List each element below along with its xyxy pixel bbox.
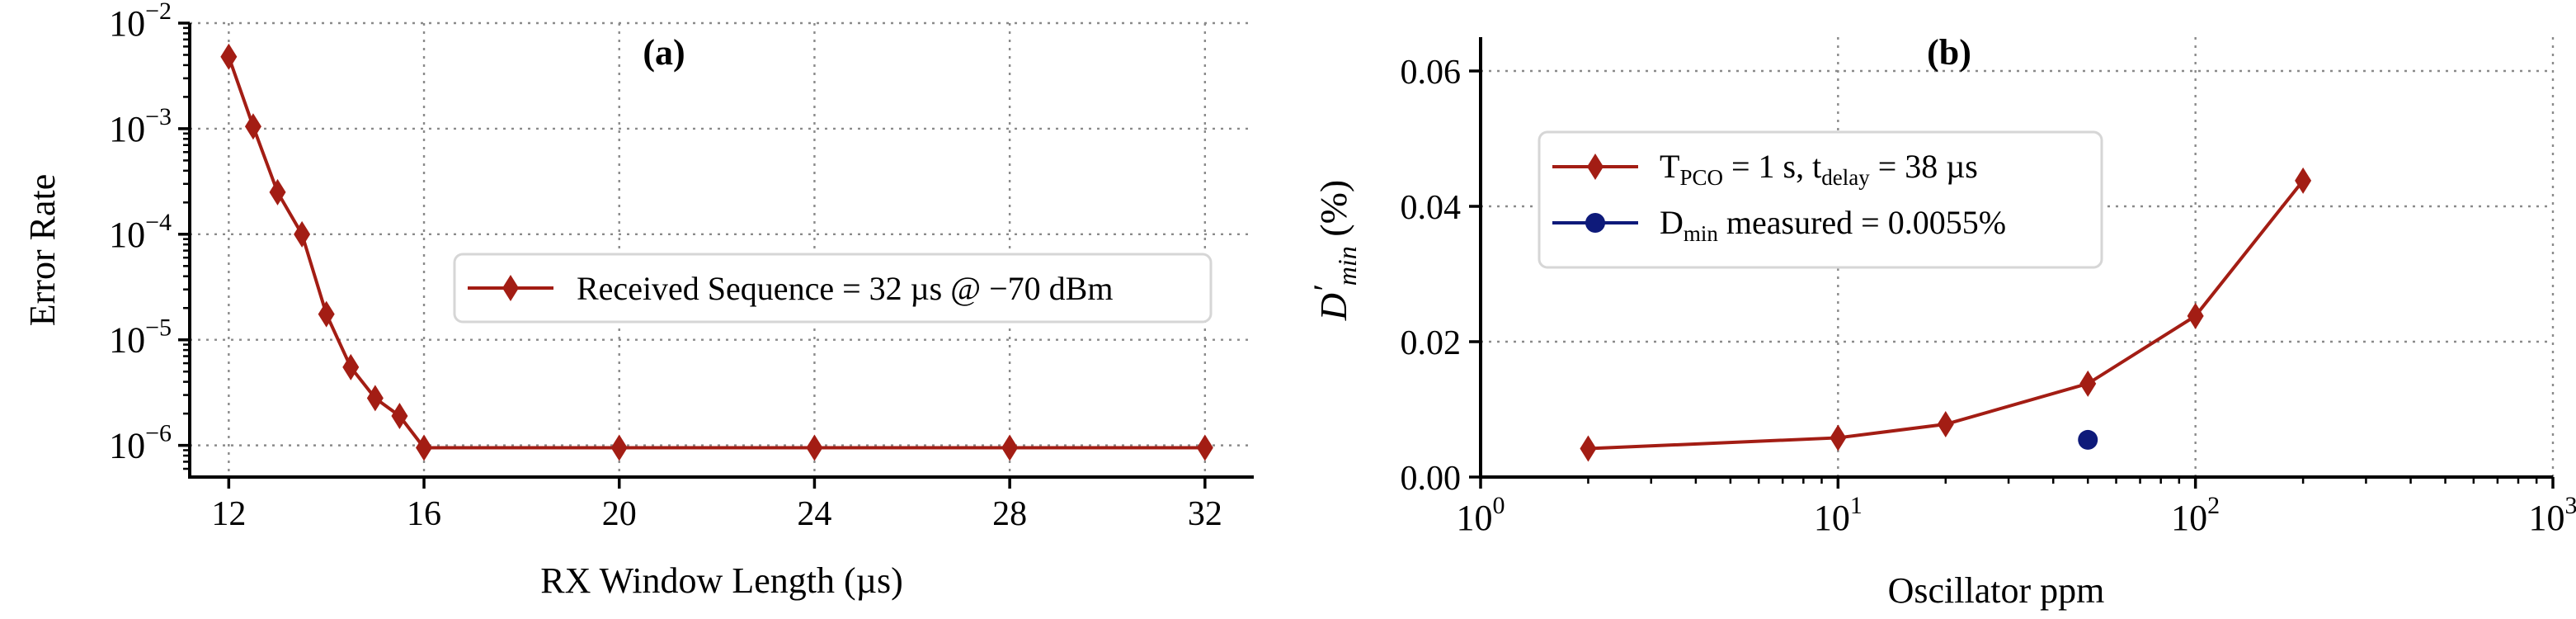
legend-1-part-3: = 38 µs [1870, 148, 1978, 185]
panel-b-measured-point [2078, 429, 2098, 450]
panel-b-y-axis-label: D′min (%) [1307, 180, 1362, 321]
panel-b-legend: TPCO = 1 s, tdelay = 38 µs Dmin measured… [1538, 130, 2103, 269]
panel-b-series-line [1588, 179, 2305, 451]
panel-a-x-tick-label: 20 [602, 495, 637, 533]
panel-b-x-tick-label: 103 [2529, 492, 2576, 538]
panel-b-x-tick-label: 101 [1814, 492, 1863, 538]
panel-b-ticks: 100 101 102 103 0.00 0.02 0.04 0.06 [1401, 54, 2576, 538]
panel-a-series [220, 43, 1213, 461]
panel-b-y-tick-label: 0.04 [1401, 189, 1462, 227]
legend-1-sub-2: delay [1821, 165, 1870, 190]
panel-a-data-point [244, 113, 261, 140]
panel-a-data-point [391, 402, 408, 429]
panel-a-data-point [1196, 434, 1213, 461]
panel-a-grid [190, 21, 1254, 477]
panel-b-legend-frame [1538, 130, 2103, 269]
panel-b-x-tick-label: 100 [1457, 492, 1505, 538]
panel-b-data-point [2187, 302, 2204, 329]
panel-b-x-axis-label: Oscillator ppm [1888, 570, 2105, 611]
panel-a: 12 16 20 24 28 32 10−6 10−5 10−4 10−3 10−2 (a) RX … [22, 0, 1254, 601]
panel-b-legend-text-2: Dmin measured = 0.0055% [1660, 204, 2006, 246]
legend-2-sub-1: min [1684, 221, 1719, 246]
panel-a-ticks: 12 16 20 24 28 32 10−6 10−5 10−4 10−3 10−2 [109, 0, 1222, 533]
panel-a-data-point [294, 220, 311, 248]
panel-a-data-point [610, 434, 628, 461]
panel-b-y-axis-label-prime: ′ [1307, 285, 1344, 293]
legend-1-sub-1: PCO [1679, 165, 1723, 190]
panel-b-data-point [2295, 167, 2312, 194]
legend-2-part-2: measured = 0.0055% [1718, 204, 2006, 241]
panel-b: 100 101 102 103 0.00 0.02 0.04 0.06 (b) Oscilla… [1307, 32, 2576, 611]
panel-a-y-tick-label: 10−6 [109, 420, 172, 466]
panel-a-y-tick-label: 10−3 [109, 103, 172, 149]
panel-a-label: (a) [643, 32, 685, 73]
panel-b-legend-marker-2 [1585, 213, 1605, 233]
panel-b-y-tick-label: 0.02 [1401, 324, 1462, 362]
panel-a-legend-marker [502, 275, 519, 301]
panel-b-y-axis-label-main: D [1312, 293, 1354, 321]
panel-a-y-tick-label: 10−4 [109, 209, 172, 255]
panel-b-data-point [2079, 370, 2097, 397]
panel-a-legend-text: Received Sequence = 32 µs @ −70 dBm [577, 270, 1113, 307]
panel-a-data-point [1001, 434, 1019, 461]
legend-1-part-2: = 1 s, t [1723, 148, 1821, 185]
panel-b-y-tick-label: 0.06 [1401, 54, 1462, 92]
panel-a-y-axis-label: Error Rate [22, 174, 63, 326]
panel-a-x-tick-label: 24 [797, 495, 831, 533]
panel-a-data-point [342, 353, 360, 380]
legend-1-part-1: T [1660, 148, 1679, 185]
legend-2-part-1: D [1660, 204, 1684, 241]
panel-a-data-point [806, 434, 823, 461]
panel-b-data-point [1937, 411, 1954, 438]
panel-a-data-point [366, 385, 384, 412]
panel-a-x-axis-label: RX Window Length (µs) [540, 560, 903, 601]
panel-b-series [1580, 167, 2312, 462]
panel-b-label: (b) [1927, 32, 1971, 73]
panel-a-legend-frame [453, 253, 1213, 324]
panel-b-data-point [1830, 424, 1847, 451]
panel-b-legend-text-1: TPCO = 1 s, tdelay = 38 µs [1660, 148, 1978, 190]
panel-a-legend: Received Sequence = 32 µs @ −70 dBm [453, 253, 1213, 324]
panel-a-x-tick-label: 16 [407, 495, 441, 533]
panel-a-data-point [269, 178, 286, 206]
panel-a-y-tick-label: 10−5 [109, 314, 172, 361]
panel-b-y-tick-label: 0.00 [1401, 460, 1462, 498]
panel-a-y-tick-label: 10−2 [109, 0, 172, 44]
panel-a-x-tick-label: 28 [992, 495, 1027, 533]
panel-b-x-tick-label: 102 [2171, 492, 2220, 538]
panel-a-x-tick-label: 12 [211, 495, 246, 533]
panel-a-x-tick-label: 32 [1188, 495, 1222, 533]
panel-b-legend-marker-1 [1587, 154, 1604, 180]
panel-b-data-point [1580, 435, 1597, 462]
panel-a-data-point [220, 43, 238, 70]
panel-a-data-point [318, 300, 335, 328]
panel-b-y-axis-label-unit: (%) [1312, 180, 1354, 246]
panel-b-y-axis-label-sub: min [1332, 246, 1362, 286]
panel-a-data-point [416, 434, 433, 461]
